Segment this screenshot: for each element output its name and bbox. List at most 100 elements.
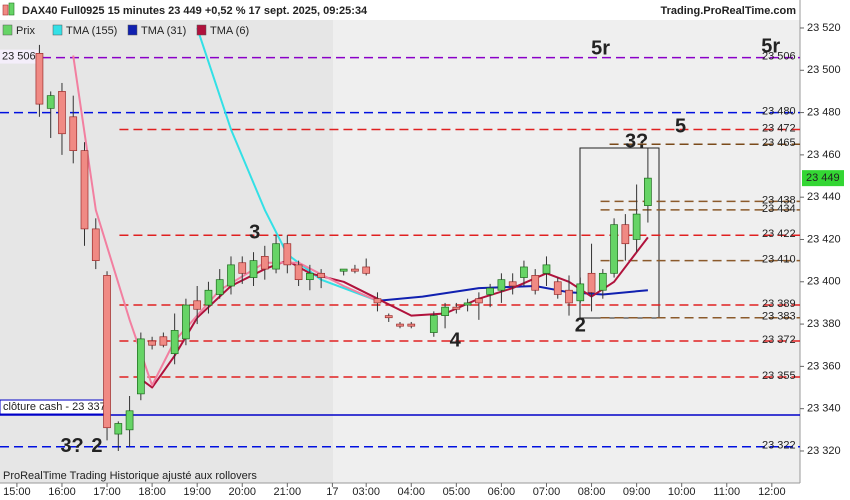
x-tick-label: 03:00 xyxy=(352,486,380,498)
candle-body xyxy=(260,256,269,270)
x-tick-label: 09:00 xyxy=(623,486,651,498)
candle-body xyxy=(396,323,404,327)
x-tick-label: 16:00 xyxy=(48,486,76,498)
candle-body xyxy=(58,91,66,135)
candle-body xyxy=(339,268,348,272)
x-tick-label: 08:00 xyxy=(578,486,606,498)
y-tick-label: 23 360 xyxy=(807,360,841,372)
level-label-box xyxy=(0,49,38,64)
level-label: 23 506 xyxy=(2,50,36,62)
y-tick-label: 23 480 xyxy=(807,106,841,118)
x-tick-label: 05:00 xyxy=(443,486,471,498)
candle-body xyxy=(46,95,55,109)
candle-body xyxy=(553,281,562,295)
annotation: 2 xyxy=(575,314,586,336)
legend-swatch xyxy=(52,24,63,36)
candle-body xyxy=(542,264,551,274)
level-label: 23 472 xyxy=(762,122,796,134)
y-tick-label: 23 420 xyxy=(807,233,841,245)
overlay: 5r 5r 3 4 5 3? 2 3? 2 23 449 Prix TMA (155) TMA (31)… xyxy=(2,24,844,457)
level-label: 23 465 xyxy=(762,137,796,149)
candle-body xyxy=(520,266,528,278)
legend-swatch xyxy=(196,24,207,36)
candle-body xyxy=(441,306,449,316)
legend-label: TMA (155) xyxy=(66,25,117,37)
candle-body xyxy=(373,298,382,304)
x-tick-label: 17:00 xyxy=(93,486,121,498)
candle-body xyxy=(137,338,145,395)
x-tick-label: 20:00 xyxy=(228,486,256,498)
x-tick-label: 07:00 xyxy=(533,486,561,498)
candle-body xyxy=(475,298,483,304)
annotation: 3 xyxy=(249,221,260,243)
x-tick-label: 17 xyxy=(326,486,338,498)
annotation: 4 xyxy=(450,329,462,351)
candle-body xyxy=(621,224,630,245)
candle-body xyxy=(148,340,156,346)
annotation: 5 xyxy=(675,116,686,138)
candle-body xyxy=(114,423,123,435)
legend-label: TMA (31) xyxy=(141,25,186,37)
candles xyxy=(35,44,652,451)
x-tick-label: 11:00 xyxy=(713,486,740,498)
footer: ProRealTime Trading Historique ajusté au… xyxy=(3,470,257,482)
chart-title: DAX40 Full0925 15 minutes 23 449 +0,52 %… xyxy=(22,5,368,17)
annotation: 5r xyxy=(591,37,610,59)
candle-body xyxy=(587,272,596,293)
candle-body xyxy=(193,300,202,310)
candle-body xyxy=(159,336,168,346)
candle-body xyxy=(294,264,303,281)
candle-body xyxy=(632,213,641,240)
x-tick-label: 18:00 xyxy=(138,486,166,498)
candle-body xyxy=(497,279,506,291)
title-icon xyxy=(2,4,9,16)
candle-body xyxy=(227,264,235,287)
legend-label: Prix xyxy=(16,25,35,37)
level-label: 23 410 xyxy=(762,254,796,266)
candle-body xyxy=(429,315,438,333)
level-label: 23 506 xyxy=(762,50,796,62)
x-tick-label: 15:00 xyxy=(3,486,31,498)
y-axis-bg xyxy=(800,0,850,500)
candle-body xyxy=(407,323,416,327)
level-label: clôture cash - 23 337 xyxy=(3,401,106,413)
candle-body xyxy=(610,224,618,274)
candle-body xyxy=(486,287,494,295)
candle-body xyxy=(283,243,292,266)
y-tick-label: 23 320 xyxy=(807,445,841,457)
candle-body xyxy=(576,283,585,302)
candle-body xyxy=(351,268,359,272)
candle-body xyxy=(182,304,190,340)
y-tick-label: 23 520 xyxy=(807,22,841,34)
candle-body xyxy=(103,275,111,429)
candle-body xyxy=(384,315,393,319)
annotation: 3? xyxy=(60,435,83,457)
level-label: 23 389 xyxy=(762,298,796,310)
candle-body xyxy=(565,289,573,304)
y-tick-label: 23 460 xyxy=(807,149,841,161)
legend-swatch xyxy=(127,24,138,36)
candle-body xyxy=(452,306,461,310)
level-label: 23 383 xyxy=(762,311,796,323)
candle-body xyxy=(80,150,89,230)
legend-label: TMA (6) xyxy=(210,25,249,37)
candle-body xyxy=(463,302,472,306)
level-label: 23 438 xyxy=(762,194,796,206)
candle-body xyxy=(69,116,78,151)
level-label: 23 480 xyxy=(762,105,796,117)
level-label: 23 355 xyxy=(762,370,796,382)
candle-body xyxy=(249,260,258,278)
ma-line xyxy=(140,236,649,389)
candle-body xyxy=(644,177,652,206)
y-tick-label: 23 400 xyxy=(807,276,841,288)
candle-body xyxy=(35,53,44,105)
header-bg xyxy=(0,0,800,20)
candle-body xyxy=(508,281,517,287)
session-bg-current xyxy=(333,0,800,483)
legend-swatch xyxy=(2,24,13,36)
y-tick-label: 23 380 xyxy=(807,318,841,330)
x-tick-label: 04:00 xyxy=(398,486,426,498)
candle-body xyxy=(238,262,247,274)
candle-body xyxy=(306,272,314,281)
